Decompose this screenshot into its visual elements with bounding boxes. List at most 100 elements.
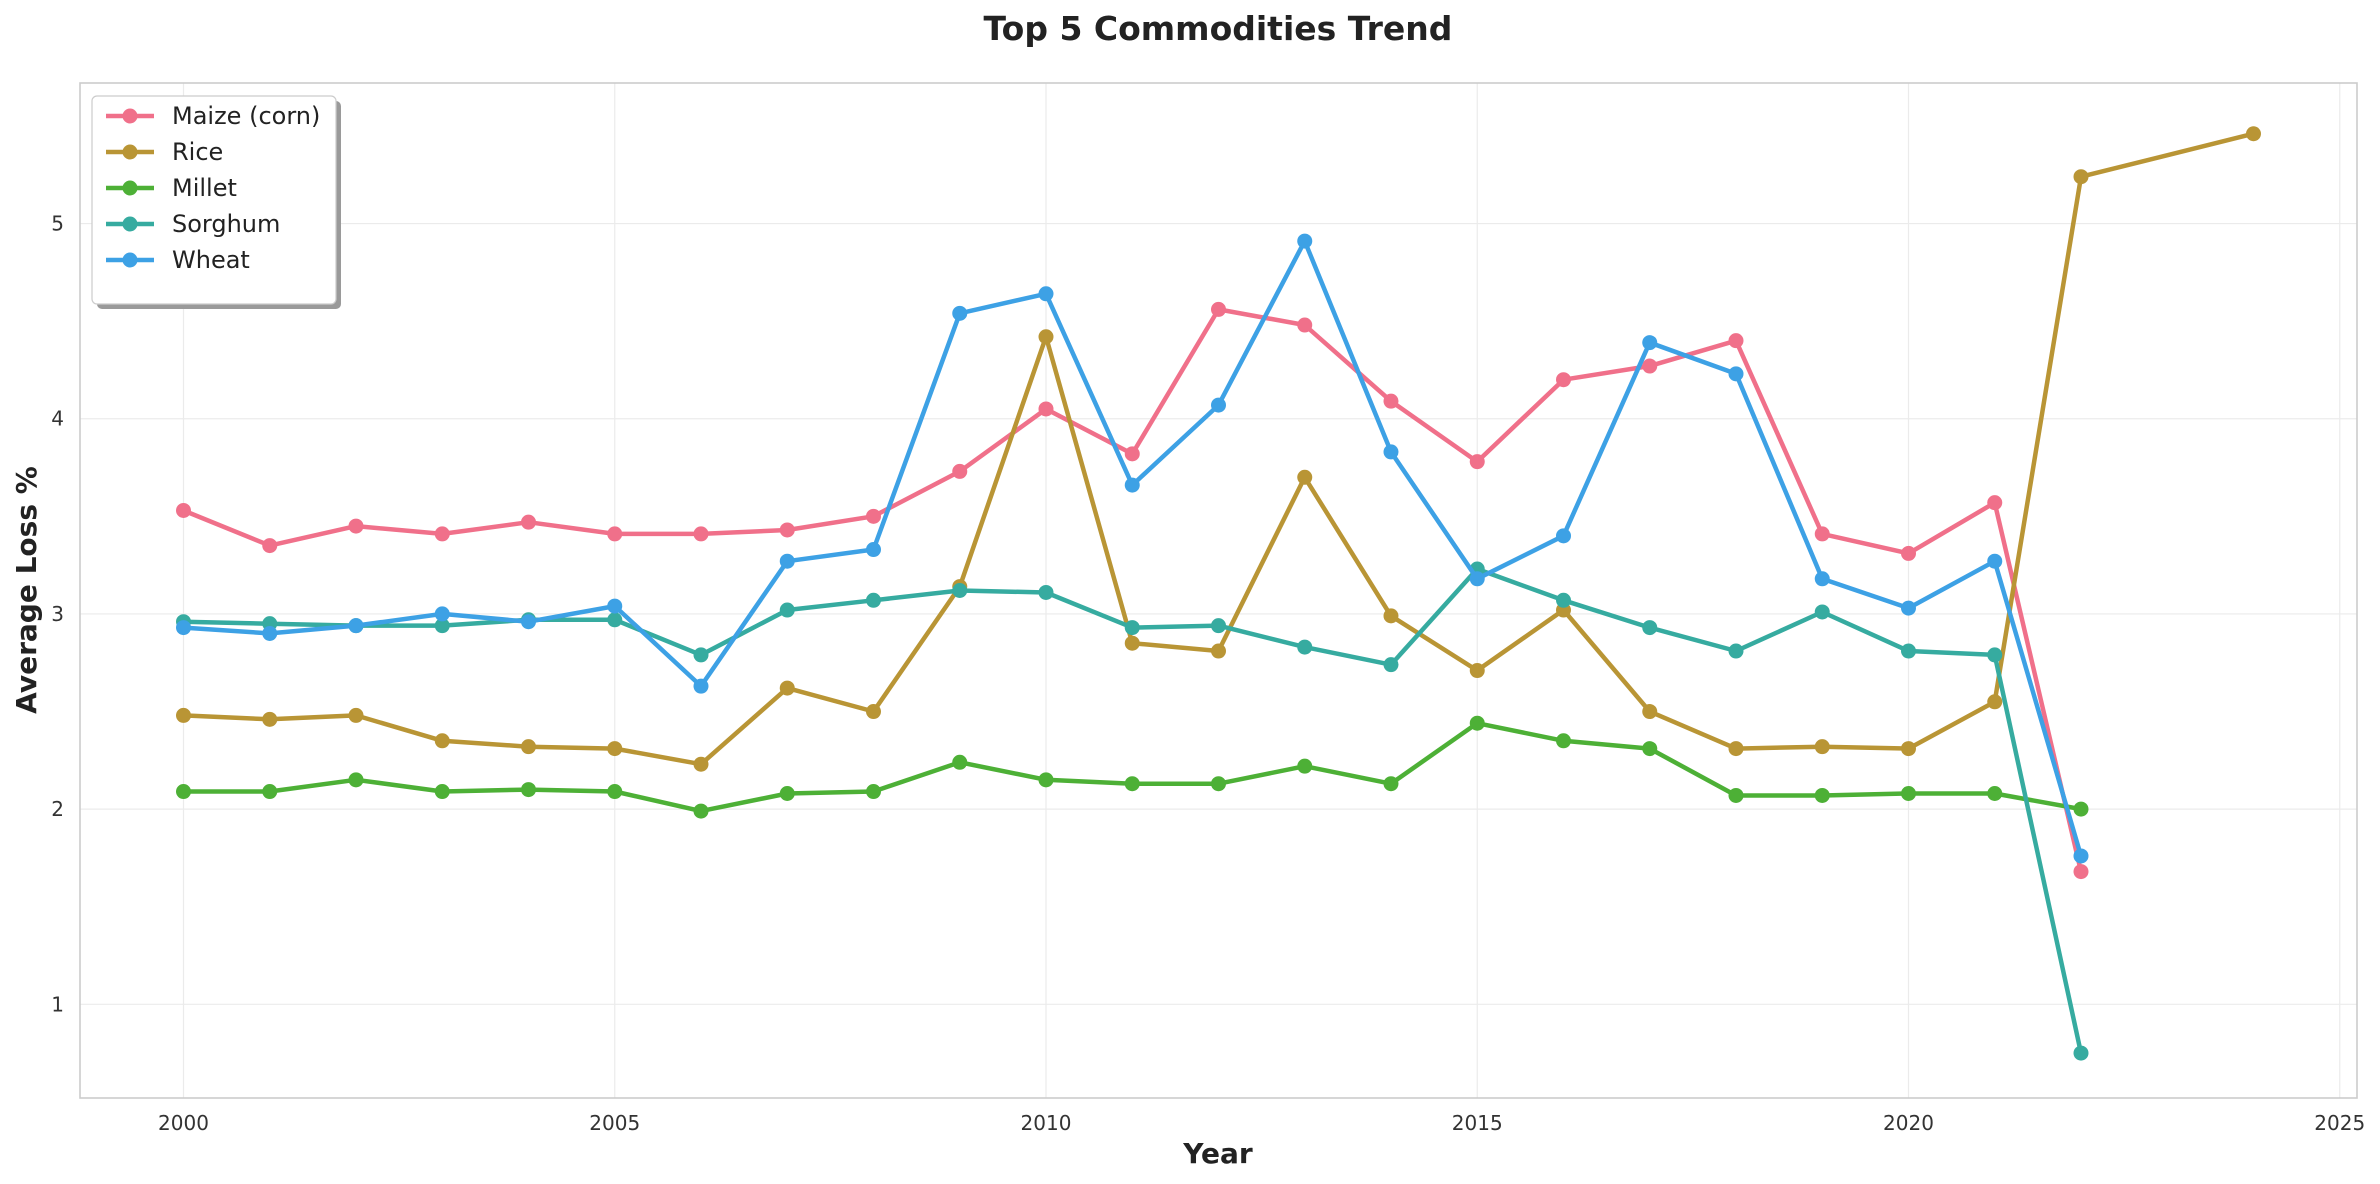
data-point <box>1728 333 1744 349</box>
data-point <box>693 647 709 663</box>
data-point <box>1556 372 1571 388</box>
data-point <box>1297 317 1313 333</box>
data-point <box>348 707 364 723</box>
y-tick-label: 2 <box>51 797 64 821</box>
data-point <box>1297 758 1313 774</box>
data-point <box>1383 444 1399 460</box>
series-line <box>181 238 2084 859</box>
data-point <box>1556 733 1571 749</box>
x-tick-label: 2010 <box>1021 1111 1072 1135</box>
legend-entry: Rice <box>172 138 223 166</box>
legend-swatch-marker <box>122 144 138 160</box>
data-point <box>607 598 623 614</box>
data-point <box>1814 787 1830 803</box>
data-point <box>607 526 623 542</box>
x-tick-label: 2020 <box>1883 1111 1934 1135</box>
x-tick-label: 2015 <box>1452 1111 1503 1135</box>
data-point <box>348 772 364 788</box>
data-point <box>1814 526 1830 542</box>
data-point <box>1642 741 1658 757</box>
data-point <box>1556 592 1571 608</box>
data-point <box>2246 126 2261 142</box>
data-point <box>779 602 795 618</box>
data-point <box>1987 553 2003 569</box>
legend-swatch-marker <box>122 252 138 268</box>
data-point <box>262 538 278 554</box>
legend-swatch-marker <box>122 216 138 232</box>
legend-box <box>91 95 337 305</box>
data-point <box>262 784 278 800</box>
data-point <box>176 620 191 636</box>
data-point <box>866 508 881 524</box>
data-point <box>1728 366 1744 382</box>
grid <box>80 83 2357 1098</box>
data-point <box>1469 663 1485 679</box>
data-point <box>1987 694 2003 710</box>
x-tick-label: 2005 <box>589 1111 640 1135</box>
data-point <box>1297 233 1313 249</box>
data-point <box>1987 786 2003 801</box>
data-point <box>1297 469 1313 485</box>
data-point <box>1901 545 1916 561</box>
data-point <box>1901 643 1916 659</box>
data-point <box>1814 739 1830 755</box>
y-tick-label: 4 <box>51 407 64 431</box>
series-maize-corn <box>176 301 2089 880</box>
y-tick-label: 3 <box>51 602 64 626</box>
data-point <box>1038 584 1054 600</box>
data-point <box>607 784 623 800</box>
legend-entry: Millet <box>172 174 237 202</box>
data-point <box>693 803 709 819</box>
data-point <box>779 680 795 696</box>
data-point <box>866 784 881 800</box>
series-line <box>181 131 2256 767</box>
data-point <box>521 782 536 798</box>
data-point <box>866 542 881 558</box>
x-axis-label: Year <box>1182 1137 1253 1170</box>
data-point <box>1901 741 1916 757</box>
data-point <box>1814 604 1830 620</box>
y-axis-ticks: 1 2 3 4 5 <box>51 212 64 1017</box>
y-tick-label: 5 <box>51 212 64 236</box>
series-millet <box>176 715 2089 819</box>
data-point <box>348 518 364 534</box>
data-point <box>1383 657 1399 673</box>
data-point <box>607 612 623 628</box>
data-point <box>1556 528 1571 544</box>
data-point <box>521 614 536 630</box>
data-point <box>952 463 968 479</box>
data-point <box>2073 848 2089 864</box>
data-point <box>262 711 278 727</box>
data-point <box>779 786 795 801</box>
legend-swatch-marker <box>122 108 138 124</box>
series-layer <box>176 126 2261 1061</box>
data-point <box>866 592 881 608</box>
data-point <box>1124 620 1140 636</box>
data-point <box>2073 801 2089 817</box>
series-rice <box>176 126 2261 772</box>
data-point <box>1728 787 1744 803</box>
data-point <box>1211 397 1226 413</box>
legend: Maize (corn) Rice Millet Sorghum Wheat <box>91 95 341 309</box>
series-wheat <box>176 233 2089 864</box>
data-point <box>434 784 450 800</box>
legend-entry: Maize (corn) <box>172 102 320 130</box>
data-point <box>1383 608 1399 624</box>
data-point <box>2073 169 2089 185</box>
y-tick-label: 1 <box>51 992 64 1016</box>
legend-entry: Wheat <box>172 246 250 274</box>
data-point <box>1038 329 1054 345</box>
data-point <box>866 704 881 720</box>
data-point <box>434 733 450 749</box>
data-point <box>521 514 536 530</box>
legend-entry: Sorghum <box>172 210 280 238</box>
x-tick-label: 2025 <box>2314 1111 2365 1135</box>
data-point <box>1987 647 2003 663</box>
x-axis-ticks: 2000 2005 2010 2015 2020 2025 <box>158 1111 2365 1135</box>
data-point <box>521 739 536 755</box>
y-axis-label: Average Loss % <box>10 466 43 714</box>
data-point <box>693 678 709 694</box>
legend-swatch-marker <box>122 180 138 196</box>
data-point <box>1124 477 1140 493</box>
plot-area-frame <box>79 82 2358 1099</box>
